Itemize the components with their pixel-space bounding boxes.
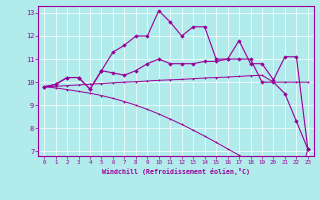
- X-axis label: Windchill (Refroidissement éolien,°C): Windchill (Refroidissement éolien,°C): [102, 168, 250, 175]
